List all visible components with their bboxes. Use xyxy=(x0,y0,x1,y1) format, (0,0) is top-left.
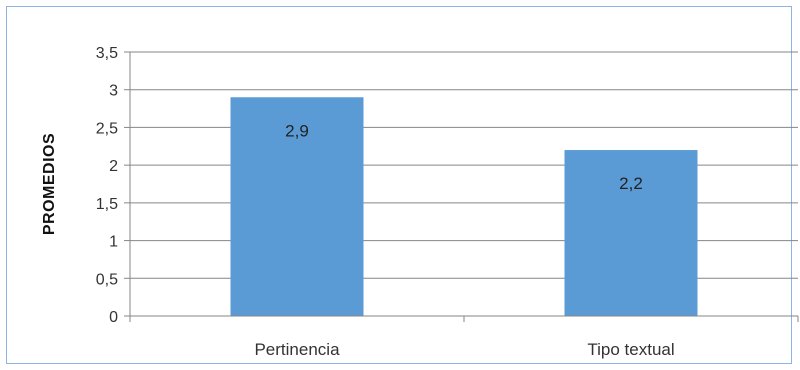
x-category-label: Tipo textual xyxy=(587,340,674,359)
y-tick-label: 2,5 xyxy=(96,120,118,137)
y-tick-label: 1,5 xyxy=(96,196,118,213)
y-tick-label: 1 xyxy=(109,234,118,251)
x-category-label: Pertinencia xyxy=(254,340,340,359)
data-label: 2,9 xyxy=(285,121,309,140)
data-label: 2,2 xyxy=(619,174,643,193)
x-category-labels: Pertinencia Tipo textual xyxy=(254,340,674,359)
bars xyxy=(230,97,698,316)
y-tick-label: 3 xyxy=(109,83,118,100)
y-tick-label: 0,5 xyxy=(96,271,118,288)
y-tick-label: 0 xyxy=(109,309,118,326)
y-tick-labels: 0 0,5 1 1,5 2 2,5 3 3,5 xyxy=(96,45,118,326)
y-axis-title: PROMEDIOS xyxy=(41,133,58,235)
axes xyxy=(124,51,799,322)
y-tick-label: 2 xyxy=(109,158,118,175)
y-tick-label: 3,5 xyxy=(96,45,118,62)
bar-tipo-textual xyxy=(564,150,698,316)
bar-pertinencia xyxy=(230,97,364,316)
data-labels: 2,9 2,2 xyxy=(285,121,643,193)
gridlines xyxy=(130,51,798,279)
